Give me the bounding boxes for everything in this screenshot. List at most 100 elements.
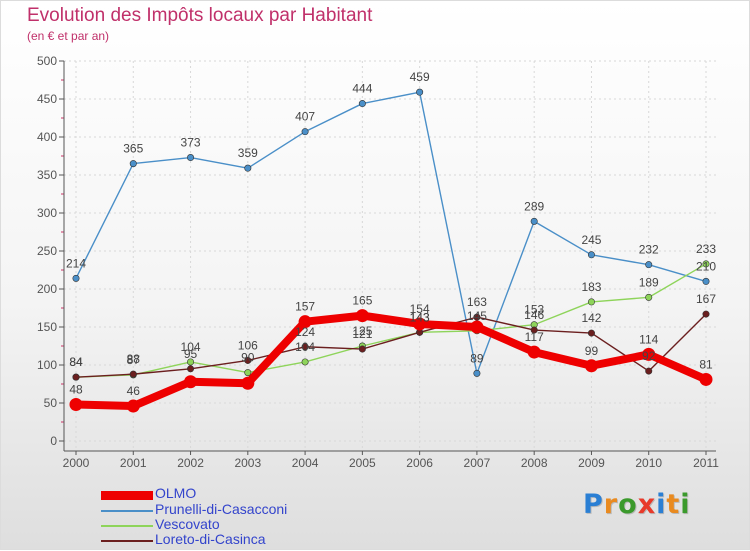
data-label-prunelli-di-casacconi: 365	[123, 142, 143, 156]
data-point-olmo	[699, 372, 713, 386]
logo-letter: r	[603, 489, 619, 520]
data-label-olmo: 114	[639, 332, 658, 346]
data-point-prunelli-di-casacconi	[416, 88, 424, 96]
data-label-prunelli-di-casacconi: 289	[524, 199, 544, 213]
data-label-vescovato: 143	[410, 310, 430, 324]
data-label-vescovato: 104	[295, 340, 315, 354]
data-point-olmo	[355, 309, 369, 323]
y-tick-label: 200	[37, 282, 57, 296]
data-point-prunelli-di-casacconi	[72, 274, 80, 282]
data-point-olmo	[642, 347, 656, 361]
data-point-vescovato	[587, 298, 595, 306]
data-point-olmo	[184, 375, 198, 389]
legend-label: OLMO	[155, 485, 197, 501]
data-point-olmo	[126, 399, 140, 413]
data-label-vescovato: 125	[352, 324, 372, 338]
y-tick-label: 100	[37, 358, 57, 372]
data-label-prunelli-di-casacconi: 459	[410, 70, 430, 84]
data-point-prunelli-di-casacconi	[301, 128, 309, 136]
legend-swatch	[101, 510, 153, 512]
data-label-loreto-di-casinca: 143	[410, 310, 430, 324]
data-label-vescovato: 145	[467, 309, 487, 323]
data-point-prunelli-di-casacconi	[473, 369, 481, 377]
data-label-prunelli-di-casacconi: 245	[581, 233, 601, 247]
data-label-vescovato: 233	[696, 242, 716, 256]
data-point-prunelli-di-casacconi	[587, 251, 595, 259]
data-label-loreto-di-casinca: 167	[696, 292, 716, 306]
series-line-prunelli-di-casacconi	[75, 91, 707, 375]
data-label-prunelli-di-casacconi: 373	[181, 136, 201, 150]
legend-swatch	[101, 540, 153, 542]
data-point-olmo	[584, 359, 598, 373]
data-point-olmo	[241, 376, 255, 390]
legend-label: Vescovato	[155, 516, 220, 532]
data-label-loreto-di-casinca: 124	[295, 325, 315, 339]
series-line-vescovato	[75, 263, 707, 378]
data-label-loreto-di-casinca: 146	[524, 308, 544, 322]
data-label-olmo: 48	[69, 383, 83, 397]
x-tick-label: 2010	[635, 456, 662, 470]
y-tick-label: 450	[37, 92, 57, 106]
y-tick-label: 0	[50, 434, 57, 448]
data-label-prunelli-di-casacconi: 210	[696, 259, 716, 273]
data-point-loreto-di-casinca	[244, 356, 252, 364]
x-tick-label: 2002	[177, 456, 204, 470]
legend-label: Prunelli-di-Casacconi	[155, 501, 288, 517]
legend-label: Loreto-di-Casinca	[155, 531, 266, 547]
data-label-vescovato: 104	[181, 340, 201, 354]
data-point-prunelli-di-casacconi	[358, 100, 366, 108]
data-label-prunelli-di-casacconi: 232	[639, 243, 659, 257]
data-label-loreto-di-casinca: 92	[642, 349, 656, 363]
data-point-prunelli-di-casacconi	[702, 277, 710, 285]
chart-title: Evolution des Impôts locaux par Habitant	[27, 5, 373, 26]
data-point-loreto-di-casinca	[530, 326, 538, 334]
data-label-prunelli-di-casacconi: 444	[352, 82, 372, 96]
data-point-loreto-di-casinca	[72, 373, 80, 381]
x-tick-label: 2003	[234, 456, 261, 470]
chart-subtitle: (en € et par an)	[27, 29, 110, 43]
logo-letter: o	[618, 489, 638, 520]
y-tick-label: 500	[37, 54, 57, 68]
x-tick-label: 2009	[578, 456, 605, 470]
data-point-prunelli-di-casacconi	[530, 217, 538, 225]
legend-swatch	[101, 525, 153, 527]
x-tick-label: 2007	[464, 456, 491, 470]
y-tick-label: 350	[37, 168, 57, 182]
data-label-vescovato: 189	[639, 275, 659, 289]
data-point-vescovato	[702, 260, 710, 268]
y-tick-label: 300	[37, 206, 57, 220]
data-label-loreto-di-casinca: 88	[127, 352, 141, 366]
data-label-olmo: 154	[410, 302, 430, 316]
x-tick-label: 2001	[120, 456, 147, 470]
data-point-prunelli-di-casacconi	[645, 261, 653, 269]
logo-letter: i	[656, 489, 667, 520]
data-label-vescovato: 183	[581, 280, 601, 294]
data-label-olmo: 46	[127, 384, 141, 398]
data-label-vescovato: 90	[241, 351, 255, 365]
x-tick-label: 2000	[63, 456, 90, 470]
data-label-vescovato: 84	[69, 355, 83, 369]
proxiti-logo: Proxiti	[583, 489, 691, 520]
x-tick-label: 2004	[292, 456, 319, 470]
x-tick-label: 2011	[693, 456, 719, 470]
x-tick-label: 2006	[406, 456, 433, 470]
data-point-prunelli-di-casacconi	[244, 164, 252, 172]
data-point-olmo	[470, 320, 484, 334]
data-label-loreto-di-casinca: 95	[184, 347, 198, 361]
data-point-loreto-di-casinca	[702, 310, 710, 318]
data-label-prunelli-di-casacconi: 359	[238, 146, 258, 160]
series-line-olmo	[72, 311, 710, 411]
data-point-loreto-di-casinca	[187, 365, 195, 373]
y-tick-label: 50	[44, 396, 58, 410]
data-label-olmo: 165	[352, 294, 372, 308]
y-tick-label: 250	[37, 244, 57, 258]
data-label-loreto-di-casinca: 163	[467, 295, 487, 309]
data-point-loreto-di-casinca	[129, 370, 137, 378]
data-point-loreto-di-casinca	[358, 345, 366, 353]
data-label-olmo: 99	[585, 344, 599, 358]
data-label-loreto-di-casinca: 121	[352, 327, 372, 341]
logo-letter: P	[583, 489, 604, 520]
data-label-prunelli-di-casacconi: 407	[295, 110, 315, 124]
